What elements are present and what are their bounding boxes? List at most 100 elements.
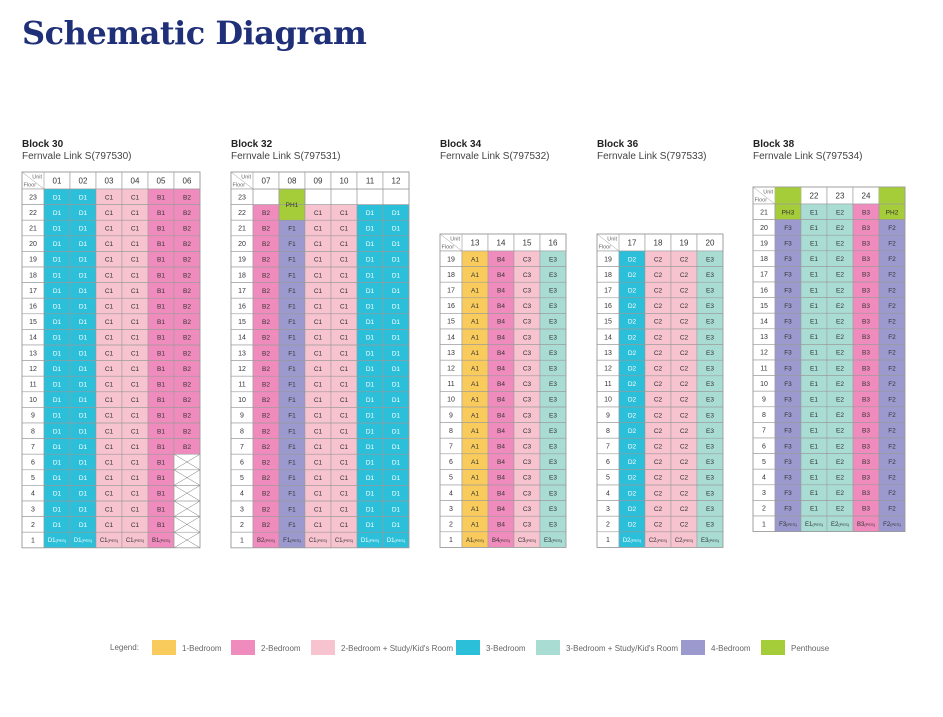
unit-type-label: F3: [784, 365, 792, 372]
unit-type-band: [671, 251, 697, 548]
unit-type-label: A1: [471, 490, 479, 497]
unit-type-label: B2: [262, 288, 270, 295]
unit-type-label: C1: [314, 288, 323, 295]
unit-type-label: C1: [131, 506, 140, 513]
grid-outline: [596, 233, 724, 548]
floor-number: 17: [604, 288, 612, 295]
floor-number: 14: [238, 335, 246, 342]
unit-type-label: E3: [706, 428, 714, 435]
unit-type-label: A1: [471, 366, 479, 373]
grid-outline: [439, 233, 567, 548]
block-address: Fernvale Link S(797531): [231, 151, 341, 162]
unit-type-label: D1: [53, 460, 62, 467]
unit-type-label: B2: [183, 382, 191, 389]
unit-type-label: E3: [549, 256, 557, 263]
unit-type-label: B4: [497, 475, 505, 482]
unit-type-label: D1: [366, 397, 375, 404]
unit-type-label: B1: [157, 491, 165, 498]
unit-type-label: E2: [836, 412, 844, 419]
unit-type-label: D1: [366, 475, 375, 482]
unit-type-band: [462, 251, 488, 548]
unit-type-band: [488, 251, 514, 548]
unit-type-label: B2: [183, 319, 191, 326]
unit-type-label: B2: [183, 413, 191, 420]
unit-type-label: B2: [183, 444, 191, 451]
unit-type-label: E1: [810, 365, 818, 372]
unit-type-label: D2: [628, 256, 637, 263]
unit-type-label: B3: [862, 209, 870, 216]
unit-type-label: A1: [471, 412, 479, 419]
unit-type-label: D1: [392, 335, 401, 342]
floor-number: 4: [31, 491, 35, 498]
unit-type-label: D1: [392, 366, 401, 373]
unit-type-label: F2: [888, 334, 896, 341]
unit-type-label: C2(PES): [675, 538, 694, 544]
floor-number: 7: [606, 444, 610, 451]
unit-type-label: E1: [810, 397, 818, 404]
unit-type-label: E3: [549, 475, 557, 482]
unit-type-label: E3: [706, 381, 714, 388]
floor-number: 8: [449, 428, 453, 435]
unit-type-label: B2: [183, 428, 191, 435]
block-address: Fernvale Link S(797532): [440, 151, 550, 162]
unit-type-label: D1: [53, 350, 62, 357]
unit-type-label: C1: [340, 397, 349, 404]
unit-type-label: B2: [262, 475, 270, 482]
unit-type-label: D1: [79, 444, 88, 451]
unit-type-label: C1: [131, 226, 140, 233]
unit-type-label: B2: [183, 366, 191, 373]
unit-type-label: D2: [628, 381, 637, 388]
unit-type-label: E3: [549, 412, 557, 419]
unit-type-label: F1: [288, 506, 296, 513]
unit-type-label: B4: [497, 397, 505, 404]
unit-type-label: E3: [549, 490, 557, 497]
unit-type-label: C1: [340, 413, 349, 420]
unit-type-label: D2: [628, 444, 637, 451]
unit-type-label: E3: [549, 350, 557, 357]
unit-type-label: C3: [523, 350, 532, 357]
floor-number: 5: [449, 475, 453, 482]
unit-type-label: B4: [497, 444, 505, 451]
unit-type-label: C1: [131, 366, 140, 373]
unit-type-label: C2: [680, 381, 689, 388]
unit-type-label: C1: [131, 194, 140, 201]
unit-type-label: D1: [392, 241, 401, 248]
unit-type-label: C3: [523, 522, 532, 529]
unit-type-label: A1: [471, 319, 479, 326]
unit-type-label: D2: [628, 272, 637, 279]
unit-type-label: C1: [105, 288, 114, 295]
unit-type-label: B3: [862, 350, 870, 357]
floor-number: 8: [762, 412, 766, 419]
page-title: Schematic Diagram: [22, 14, 367, 52]
unit-type-label: D2: [628, 397, 637, 404]
unit-number: 13: [471, 239, 480, 248]
unit-type-label: E2: [836, 459, 844, 466]
unit-type-label: D1: [392, 319, 401, 326]
unit-type-label: C1: [131, 272, 140, 279]
unit-type-label: E3: [549, 288, 557, 295]
unit-type-label: B3: [862, 334, 870, 341]
unit-type-label: B2: [262, 257, 270, 264]
floor-number: 17: [760, 272, 768, 279]
legend-swatch: [152, 640, 176, 655]
unit-type-label: D1: [392, 288, 401, 295]
unit-type-label: C2: [654, 490, 663, 497]
unit-type-label: D1: [392, 382, 401, 389]
legend-swatch: [681, 640, 705, 655]
unit-type-label: C1: [340, 288, 349, 295]
floor-number: 13: [29, 350, 37, 357]
unit-type-label: E2: [836, 475, 844, 482]
unit-number: 08: [288, 177, 297, 186]
floor-number: 19: [238, 257, 246, 264]
header-diagonal: [230, 171, 254, 190]
unit-type-label: C1: [131, 491, 140, 498]
unit-type-label: C2: [654, 506, 663, 513]
unit-type-label: F2: [888, 506, 896, 513]
unit-type-label: D1: [53, 506, 62, 513]
unit-type-label: B2: [183, 272, 191, 279]
floor-number: 19: [447, 256, 455, 263]
unit-type-label: B2: [183, 335, 191, 342]
unit-type-label: C1: [314, 366, 323, 373]
